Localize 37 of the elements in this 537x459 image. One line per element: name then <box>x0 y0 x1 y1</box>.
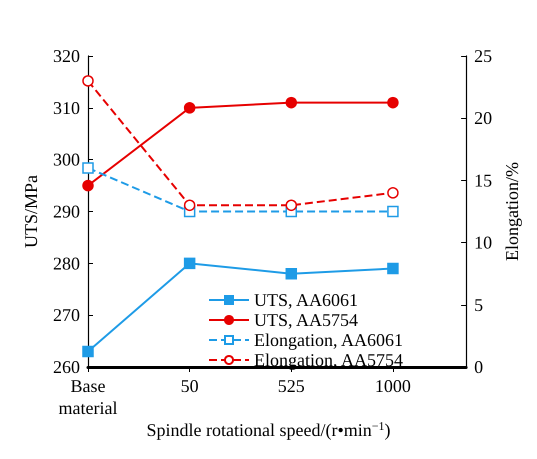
point <box>387 96 399 108</box>
y2-tick-label: 5 <box>474 294 484 315</box>
x-tick-label: 525 <box>278 376 305 396</box>
y2-tick-label: 10 <box>474 232 492 253</box>
y-axis-title: UTS/MPa <box>21 174 41 248</box>
point <box>286 200 298 212</box>
legend-label: UTS, AA5754 <box>254 310 358 330</box>
y-tick-label: 270 <box>53 305 80 326</box>
y2-tick-label: 15 <box>474 170 492 190</box>
point <box>82 346 94 358</box>
point <box>387 262 399 274</box>
point <box>82 75 94 87</box>
point <box>286 96 298 108</box>
point <box>82 162 94 174</box>
point <box>184 102 196 114</box>
point <box>387 187 399 199</box>
y-tick-label: 260 <box>53 357 80 377</box>
x-tick-label: Base material <box>58 376 118 418</box>
y-tick-label: 300 <box>53 150 80 170</box>
legend-label: Elongation, AA6061 <box>254 330 403 350</box>
y-tick-label: 280 <box>53 253 80 274</box>
point <box>387 206 399 218</box>
y2-axis-title: Elongation/% <box>502 162 522 261</box>
y-tick-label: 310 <box>53 98 80 118</box>
point <box>184 258 196 270</box>
y2-tick-label: 25 <box>474 46 492 66</box>
y-tick-label: 320 <box>53 46 80 66</box>
point <box>184 200 196 212</box>
y2-tick-label: 0 <box>474 357 484 377</box>
x-tick-label: 1000 <box>374 376 411 396</box>
legend-label: UTS, AA6061 <box>254 290 358 310</box>
point <box>286 268 298 280</box>
point <box>82 180 94 192</box>
y-tick-label: 290 <box>53 202 80 222</box>
y2-tick-label: 20 <box>474 108 492 128</box>
x-tick-label: 50 <box>180 376 199 396</box>
legend-label: Elongation, AA5754 <box>254 350 403 370</box>
